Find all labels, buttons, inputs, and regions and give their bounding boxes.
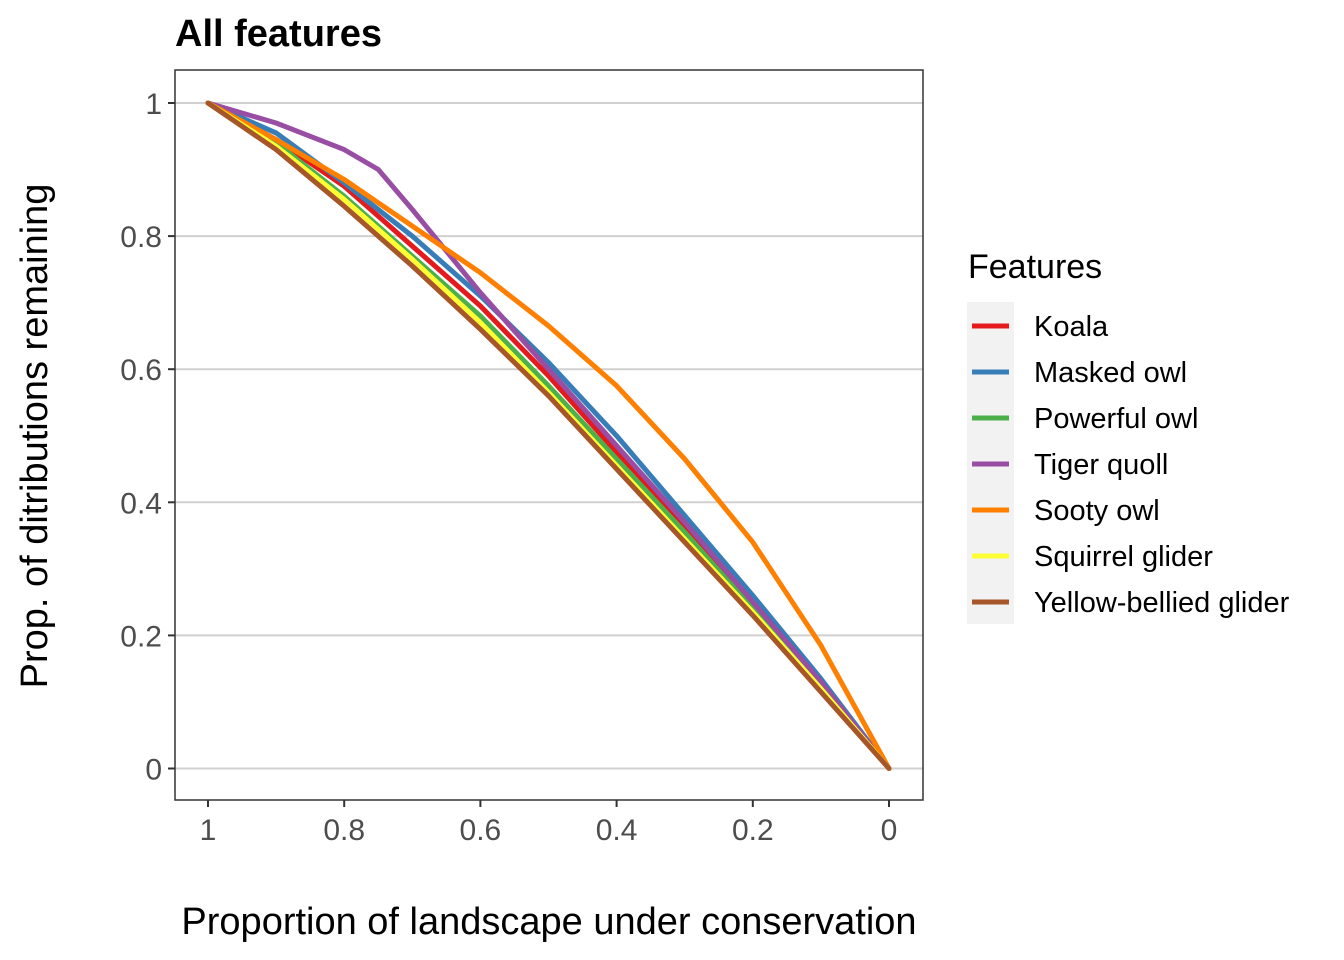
panel-border xyxy=(174,69,924,801)
legend-label: Masked owl xyxy=(1034,357,1187,389)
series-line-powerful-owl xyxy=(205,100,892,771)
legend-title: Features xyxy=(968,248,1102,286)
series-line-squirrel-glider xyxy=(205,100,892,771)
series-layer xyxy=(205,100,892,771)
y-tick-label: 0.8 xyxy=(120,221,162,254)
x-tick-label: 0.4 xyxy=(596,814,638,847)
series-line-masked-owl xyxy=(205,100,892,771)
x-tick-label: 0 xyxy=(881,814,898,847)
legend: Features Koala Masked owl Powerful owl Tige… xyxy=(967,248,1290,624)
x-tick-label: 1 xyxy=(200,814,217,847)
y-axis: 0 0.2 0.4 0.6 0.8 1 xyxy=(120,88,175,787)
series-line-sooty-owl xyxy=(205,100,892,771)
legend-label: Yellow-bellied glider xyxy=(1034,587,1290,619)
x-tick-label: 0.6 xyxy=(460,814,502,847)
y-tick-label: 0.6 xyxy=(120,354,162,387)
x-tick-label: 0.8 xyxy=(323,814,365,847)
y-tick-label: 0.4 xyxy=(120,487,162,520)
series-line-koala xyxy=(205,100,892,771)
legend-label: Powerful owl xyxy=(1034,403,1198,435)
legend-label: Tiger quoll xyxy=(1034,449,1168,481)
chart-title: All features xyxy=(175,13,382,55)
series-line-yellow-bellied-glider xyxy=(205,100,892,771)
y-tick-label: 0 xyxy=(145,754,162,787)
y-axis-title: Prop. of ditributions remaining xyxy=(14,184,56,689)
y-tick-label: 1 xyxy=(145,88,162,121)
grid-lines xyxy=(175,102,923,770)
legend-label: Sooty owl xyxy=(1034,495,1160,527)
series-line-tiger-quoll xyxy=(205,100,892,771)
x-tick-label: 0.2 xyxy=(732,814,774,847)
legend-label: Squirrel glider xyxy=(1034,541,1213,573)
x-axis-title: Proportion of landscape under conservati… xyxy=(181,901,916,943)
x-axis: 1 0.8 0.6 0.4 0.2 0 xyxy=(200,800,898,847)
y-tick-label: 0.2 xyxy=(120,620,162,653)
legend-label: Koala xyxy=(1034,311,1109,343)
